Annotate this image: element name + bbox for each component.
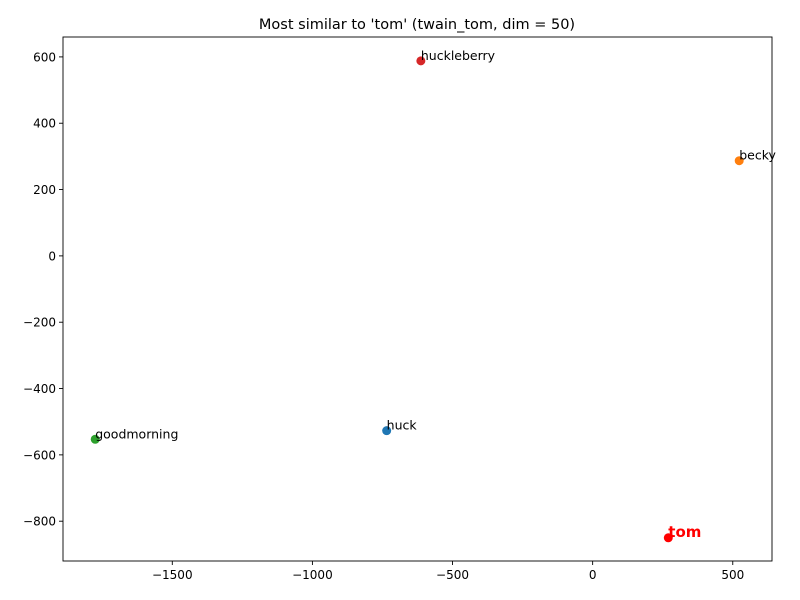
plot-frame [62, 36, 773, 562]
y-tick-label: −600 [23, 448, 56, 462]
x-tick-label: 0 [589, 568, 597, 582]
x-tick-label: −1000 [292, 568, 333, 582]
y-tick-label: 200 [33, 183, 56, 197]
point-huckleberry [416, 56, 426, 66]
data-points: huck becky goodmorning huckleberry tom [90, 48, 777, 543]
y-tick-label: 400 [33, 117, 56, 131]
x-tick-label: 500 [721, 568, 744, 582]
point-becky [734, 156, 744, 166]
chart-title: Most similar to 'tom' (twain_tom, dim = … [259, 17, 575, 33]
y-tick-label: −400 [23, 382, 56, 396]
axes: −1500 −1000 −500 0 500 −800 −600 −400 −200 0 200 40… [23, 36, 773, 582]
point-label-goodmorning: goodmorning [95, 426, 178, 441]
point-tom [663, 533, 673, 543]
point-goodmorning [90, 434, 100, 444]
point-label-becky: becky [739, 148, 776, 163]
y-tick-label: −200 [23, 316, 56, 330]
y-tick-label: 600 [33, 50, 56, 64]
point-label-huck: huck [387, 418, 418, 433]
x-tick-label: −1500 [152, 568, 193, 582]
point-label-tom: tom [668, 523, 701, 541]
y-tick-label: 0 [48, 249, 56, 263]
y-tick-label: −800 [23, 515, 56, 529]
point-huck [382, 426, 392, 436]
point-label-huckleberry: huckleberry [421, 48, 496, 63]
x-tick-label: −500 [436, 568, 469, 582]
